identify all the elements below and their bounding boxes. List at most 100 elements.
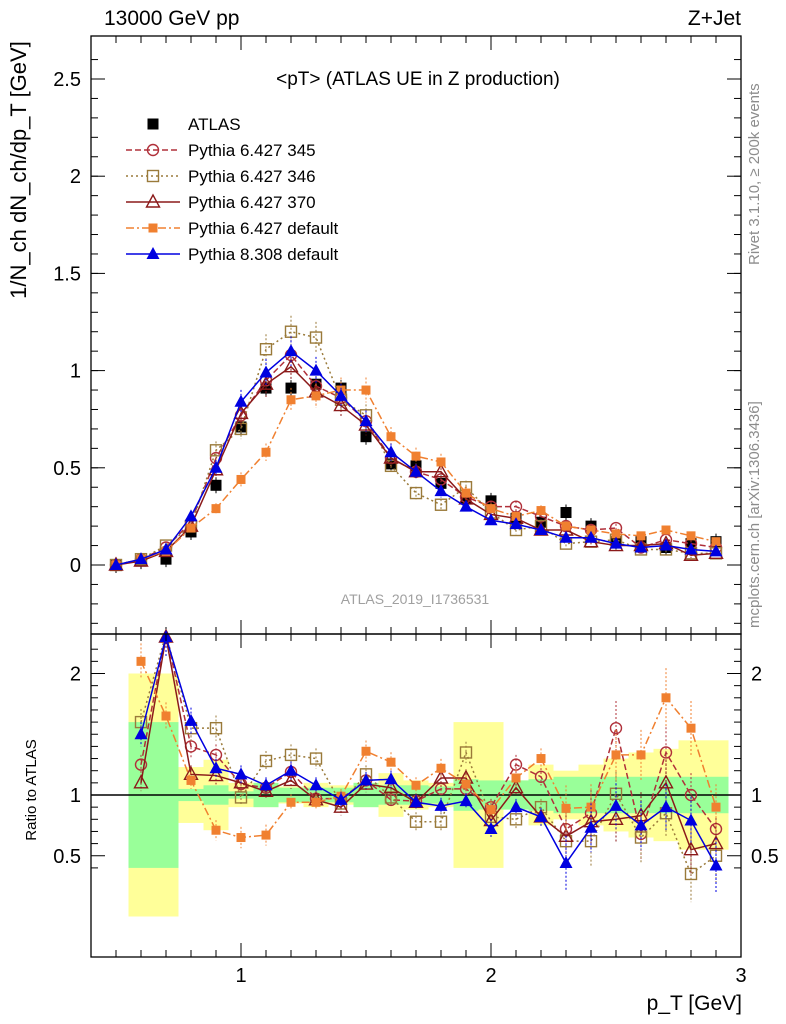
ratio-series-point xyxy=(284,763,298,776)
ratio-series-point xyxy=(511,773,521,783)
ratio-series-line xyxy=(140,661,717,839)
ratio-series-point xyxy=(208,767,224,782)
main-series-point xyxy=(259,365,273,378)
main-series-point xyxy=(186,523,196,533)
ratio-series-point xyxy=(209,761,223,774)
main-series-point xyxy=(361,385,371,395)
ratio-series-point xyxy=(459,746,473,759)
ratio-series-point xyxy=(609,721,623,735)
legend-marker xyxy=(148,223,158,233)
ratio-series-point xyxy=(134,758,148,771)
main-series-point xyxy=(511,511,521,521)
rivet-version-label: Rivet 3.1.10, ≥ 200k events xyxy=(746,83,763,265)
ratio-series-point xyxy=(434,815,448,828)
main-series-point xyxy=(258,375,274,390)
ratio-series-point xyxy=(586,802,596,812)
ratio-series-point xyxy=(509,800,523,813)
ratio-ytick-label-right: 1 xyxy=(751,785,762,807)
ratio-series-point xyxy=(634,818,648,831)
main-ylabel: 1/N_ch dN_ch/dp_T [GeV] xyxy=(6,41,31,299)
main-title: <pT> (ATLAS UE in Z production) xyxy=(276,69,560,90)
main-series-point xyxy=(486,504,496,514)
x-axis-label: p_T [GeV] xyxy=(647,992,742,1015)
ratio-series-point xyxy=(359,773,373,786)
ratio-series-point xyxy=(636,750,646,760)
ratio-series-point xyxy=(534,809,548,822)
legend-marker xyxy=(145,193,161,208)
ratio-series-point xyxy=(534,770,548,783)
main-series-point xyxy=(184,509,198,522)
main-series-point xyxy=(659,538,673,551)
main-series-point xyxy=(333,397,349,412)
main-series-point xyxy=(284,344,298,357)
main-series-point xyxy=(609,536,623,549)
ratio-series-point xyxy=(434,798,448,811)
x-tick-label: 3 xyxy=(735,965,746,987)
analysis-watermark: ATLAS_2019_I1736531 xyxy=(341,591,490,607)
x-tick-label: 1 xyxy=(235,965,246,987)
main-series-point xyxy=(584,530,598,543)
ratio-ytick-label: 0.5 xyxy=(53,846,81,868)
main-series-point xyxy=(661,525,671,535)
main-series-point xyxy=(283,358,299,373)
atlas-data-point xyxy=(160,553,172,565)
mcplots-source-label: mcplots.cern.ch [arXiv:1306.3436] xyxy=(746,401,763,628)
ratio-series-point xyxy=(383,779,399,794)
ratio-series-point xyxy=(261,830,271,840)
ratio-series-point xyxy=(361,746,371,756)
ratio-series-point xyxy=(611,750,621,760)
ratio-series-point xyxy=(409,795,423,808)
ratio-series-point xyxy=(186,775,196,785)
main-series-point xyxy=(211,504,221,514)
main-series-5 xyxy=(109,336,723,570)
main-series-point xyxy=(259,343,273,356)
ratio-series-point xyxy=(484,822,498,835)
ratio-series-point xyxy=(384,772,398,785)
main-series-point xyxy=(634,540,648,553)
ratio-series-point xyxy=(708,835,724,850)
main-series-point xyxy=(159,542,173,555)
main-series-4 xyxy=(111,377,721,570)
main-series-point xyxy=(433,463,449,478)
main-ytick-label: 0.5 xyxy=(53,458,81,480)
ratio-series-point xyxy=(711,802,721,812)
main-series-point xyxy=(209,460,223,473)
main-series-2 xyxy=(109,315,723,572)
ratio-series-point xyxy=(683,841,699,856)
main-series-point xyxy=(409,486,423,500)
main-series-point xyxy=(636,531,646,541)
ratio-series-point xyxy=(209,721,223,735)
atlas-data-point xyxy=(560,507,572,519)
main-series-point xyxy=(384,445,398,458)
ratio-series-point xyxy=(161,711,171,721)
header-process: Z+Jet xyxy=(687,7,741,30)
ratio-series-point xyxy=(134,727,148,740)
ratio-series-point xyxy=(684,813,698,826)
main-series-point xyxy=(234,394,248,407)
ratio-series-point xyxy=(459,794,473,807)
ratio-series-point xyxy=(659,746,673,759)
main-series-point xyxy=(109,558,123,570)
ratio-series-point xyxy=(309,752,323,765)
ratio-ytick-label-right: 2 xyxy=(751,664,762,686)
ratio-series-point xyxy=(559,856,573,869)
legend-label: Pythia 6.427 345 xyxy=(188,141,316,160)
main-series-point xyxy=(236,474,246,484)
ratio-series-point xyxy=(309,778,323,791)
main-ytick-label: 2.5 xyxy=(53,69,81,91)
main-series-point xyxy=(359,414,373,427)
ratio-series-point xyxy=(709,858,723,871)
main-series-point xyxy=(459,499,473,512)
ratio-series-point xyxy=(486,805,496,815)
main-series-point xyxy=(209,444,223,457)
ratio-series-point xyxy=(258,782,274,798)
legend-marker xyxy=(147,118,159,130)
ratio-series-point xyxy=(133,774,149,789)
legend-label: Pythia 6.427 default xyxy=(188,219,339,238)
ratio-series-point xyxy=(283,771,299,787)
main-ytick-label: 0 xyxy=(70,555,81,577)
ratio-series-point xyxy=(136,656,146,666)
legend-marker xyxy=(146,247,160,259)
main-ytick-label: 2 xyxy=(70,166,81,188)
